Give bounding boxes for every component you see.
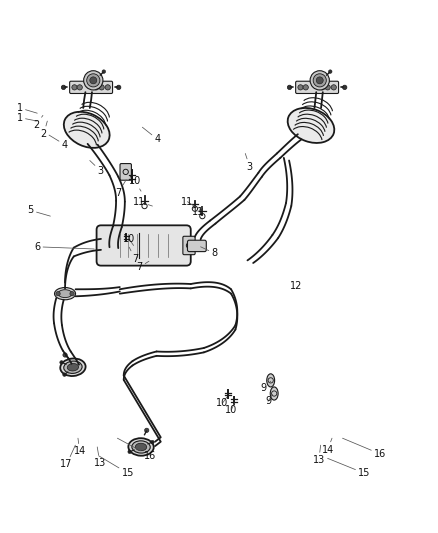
Text: 2: 2 <box>41 121 47 139</box>
Circle shape <box>145 428 149 432</box>
Text: 1: 1 <box>17 103 37 113</box>
Circle shape <box>84 71 103 90</box>
Circle shape <box>316 77 323 84</box>
Ellipse shape <box>128 438 154 456</box>
Text: 11: 11 <box>133 197 152 207</box>
Circle shape <box>90 77 97 84</box>
Circle shape <box>105 85 110 90</box>
Text: 11: 11 <box>192 207 204 217</box>
Text: 16: 16 <box>343 438 386 459</box>
Circle shape <box>63 373 66 376</box>
Ellipse shape <box>135 443 147 451</box>
Circle shape <box>328 70 332 74</box>
Text: 7: 7 <box>136 261 149 272</box>
Text: 7: 7 <box>129 247 138 264</box>
Text: 8: 8 <box>201 247 218 259</box>
FancyBboxPatch shape <box>120 233 131 251</box>
Text: 14: 14 <box>74 438 86 456</box>
Circle shape <box>331 85 336 90</box>
Circle shape <box>320 85 325 90</box>
Ellipse shape <box>55 287 76 300</box>
Circle shape <box>56 292 60 296</box>
Text: 3: 3 <box>90 160 104 176</box>
FancyBboxPatch shape <box>120 164 131 180</box>
Text: 9: 9 <box>261 381 271 393</box>
Text: 4: 4 <box>49 135 68 150</box>
Text: 9: 9 <box>265 394 272 406</box>
Circle shape <box>87 74 100 87</box>
Circle shape <box>117 85 121 90</box>
Circle shape <box>63 353 67 357</box>
Circle shape <box>60 361 64 364</box>
Circle shape <box>303 85 308 90</box>
FancyBboxPatch shape <box>187 240 206 252</box>
Circle shape <box>298 85 303 90</box>
Circle shape <box>77 85 82 90</box>
Ellipse shape <box>132 441 150 453</box>
Text: 6: 6 <box>34 242 94 252</box>
Circle shape <box>72 85 77 90</box>
Circle shape <box>61 85 66 90</box>
FancyBboxPatch shape <box>296 81 339 93</box>
Text: 10: 10 <box>216 397 229 408</box>
Ellipse shape <box>267 374 275 387</box>
Ellipse shape <box>60 359 85 376</box>
Text: 13: 13 <box>313 445 325 465</box>
Text: 11: 11 <box>181 197 196 207</box>
FancyBboxPatch shape <box>70 81 113 93</box>
Text: 17: 17 <box>60 445 75 470</box>
Ellipse shape <box>288 108 334 143</box>
Ellipse shape <box>64 361 82 374</box>
Text: 7: 7 <box>115 180 126 198</box>
Text: 13: 13 <box>94 447 106 468</box>
Text: 3: 3 <box>245 154 253 172</box>
Text: 15: 15 <box>328 458 371 478</box>
Circle shape <box>70 292 74 296</box>
Text: 15: 15 <box>99 456 134 478</box>
Text: 16: 16 <box>117 438 156 461</box>
Circle shape <box>313 74 326 87</box>
FancyBboxPatch shape <box>183 236 195 255</box>
Circle shape <box>151 440 154 444</box>
Circle shape <box>325 85 330 90</box>
FancyBboxPatch shape <box>96 225 191 265</box>
Ellipse shape <box>270 387 278 400</box>
Text: 4: 4 <box>142 127 161 144</box>
Text: 1: 1 <box>17 112 37 123</box>
Circle shape <box>94 85 99 90</box>
Circle shape <box>128 450 131 454</box>
Text: 12: 12 <box>290 281 302 291</box>
Circle shape <box>287 85 292 90</box>
Text: 10: 10 <box>123 235 135 246</box>
Text: 14: 14 <box>321 438 334 455</box>
Ellipse shape <box>58 290 72 297</box>
Circle shape <box>99 85 104 90</box>
Circle shape <box>343 85 347 90</box>
Ellipse shape <box>67 364 78 371</box>
Ellipse shape <box>64 112 110 148</box>
Text: 5: 5 <box>28 205 50 216</box>
Circle shape <box>102 70 106 74</box>
Circle shape <box>310 71 329 90</box>
Text: 10: 10 <box>129 176 141 191</box>
Text: 10: 10 <box>225 403 237 415</box>
Text: 2: 2 <box>33 115 43 130</box>
